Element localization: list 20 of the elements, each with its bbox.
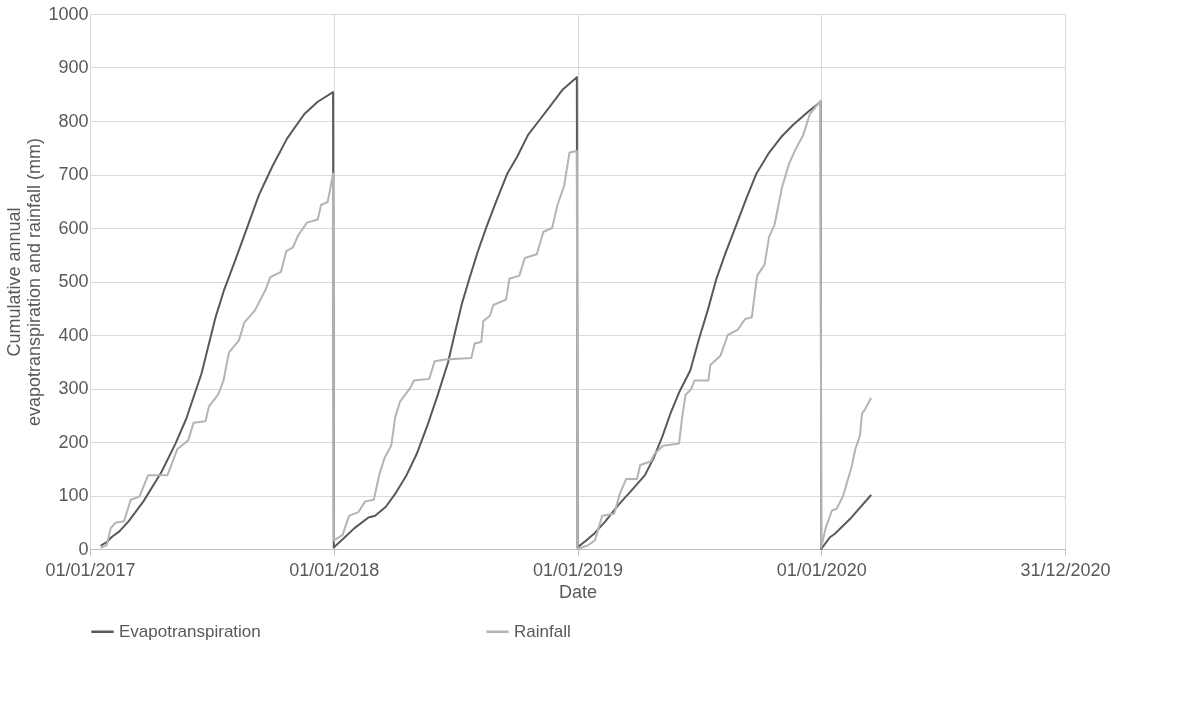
- legend-label: Rainfall: [514, 621, 571, 641]
- x-tick-label: 01/01/2017: [45, 559, 136, 580]
- y-tick-label: 400: [58, 324, 89, 345]
- y-tick-label: 0: [78, 538, 89, 559]
- y-tick-label: 300: [58, 378, 89, 398]
- y-tick-label: 500: [58, 271, 89, 291]
- y-tick-label: 800: [58, 110, 89, 131]
- y-tick-label: 900: [58, 57, 89, 77]
- y-tick-label: 700: [58, 164, 89, 184]
- x-tick-label: 31/12/2020: [1020, 559, 1111, 580]
- x-tick-label: 01/01/2018: [289, 559, 380, 580]
- y-tick-label: 600: [58, 217, 89, 238]
- x-tick-label: 01/01/2019: [532, 559, 624, 580]
- y-axis-title: Cumulative annual evapotranspiration and rainfall (mm): [4, 137, 45, 427]
- y-tick-label: 200: [58, 431, 89, 452]
- y-tick-label: 1000: [48, 3, 89, 24]
- x-axis-title: Date: [558, 581, 598, 602]
- y-tick-label: 100: [58, 485, 89, 505]
- x-tick-label: 01/01/2020: [776, 559, 867, 580]
- legend-label: Evapotranspiration: [119, 621, 261, 641]
